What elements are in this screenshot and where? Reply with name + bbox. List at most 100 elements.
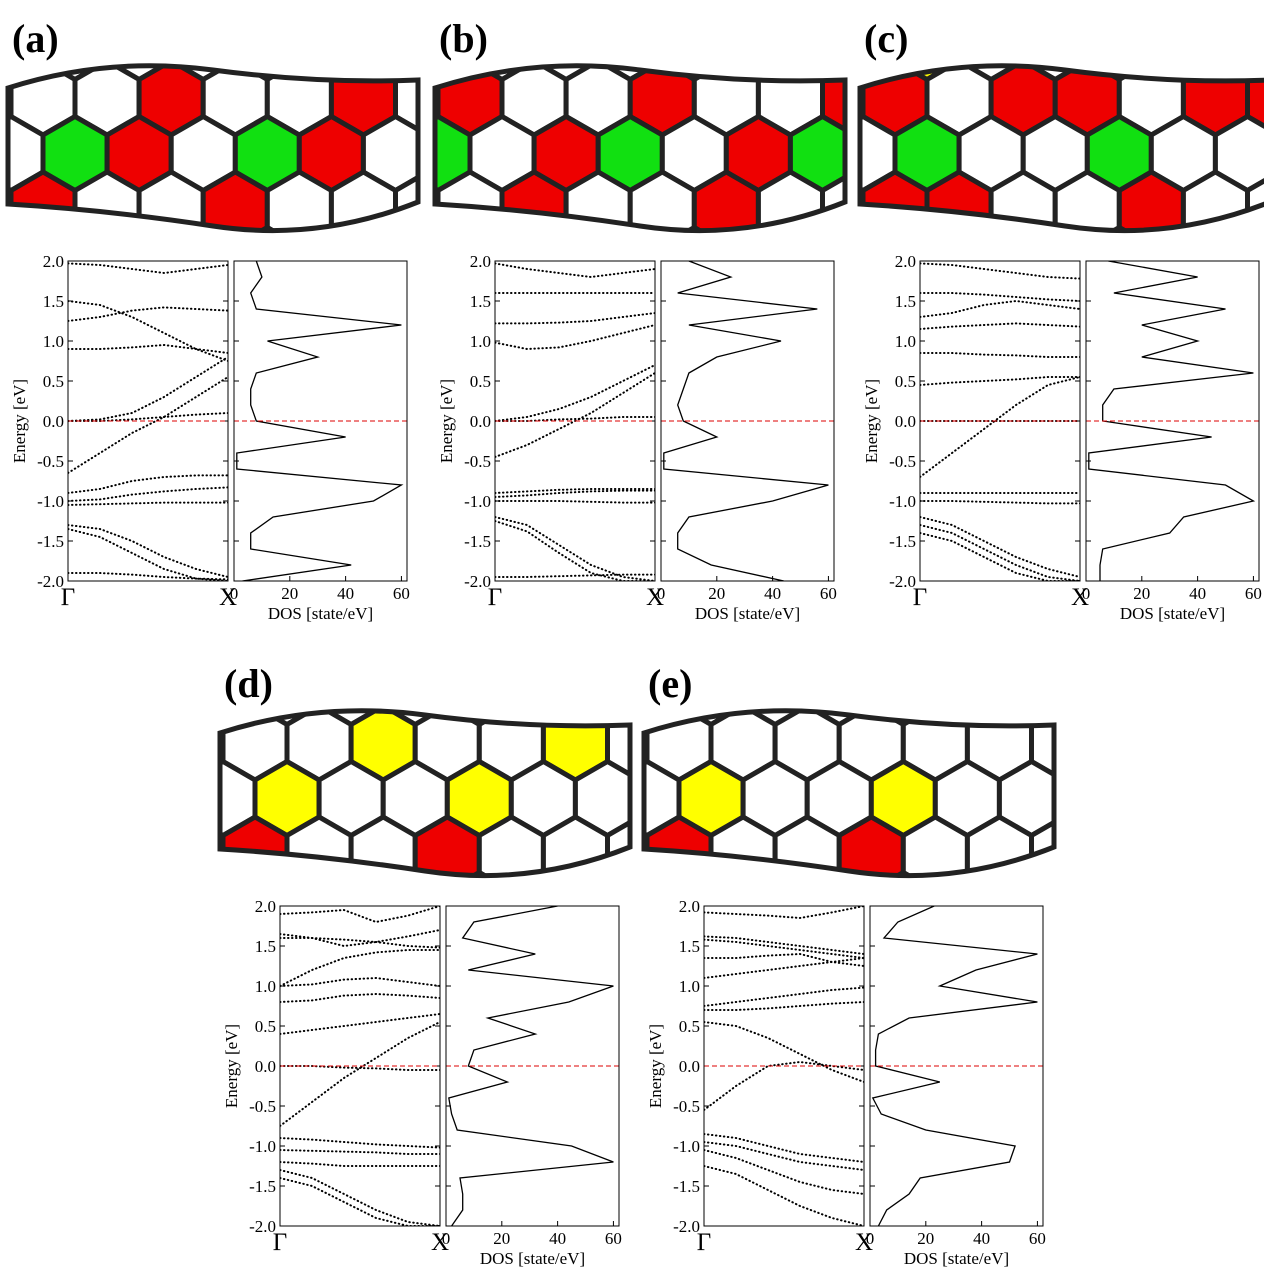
y-tick-label: -1.5	[464, 532, 491, 551]
ring	[790, 6, 854, 80]
dos-axis-title: DOS [state/eV]	[904, 1249, 1009, 1268]
dos-tick-label: 60	[1245, 584, 1262, 603]
y-tick-label: -0.5	[37, 452, 64, 471]
ring	[775, 817, 839, 891]
ring	[630, 172, 694, 246]
y-axis-title: Energy [eV]	[437, 379, 456, 463]
y-tick-label: 2.0	[255, 897, 276, 916]
ring	[363, 6, 427, 80]
structure	[551, 651, 1192, 947]
ring	[726, 228, 790, 302]
y-tick-label: 0.5	[255, 1017, 276, 1036]
ring	[1087, 6, 1151, 80]
band	[68, 503, 228, 505]
ring	[959, 228, 1023, 302]
ring	[511, 873, 575, 947]
dos-tick-label: 40	[337, 584, 354, 603]
ring	[758, 172, 822, 246]
k-label: Γ	[488, 584, 502, 611]
y-tick-label: 1.5	[679, 937, 700, 956]
band	[280, 1170, 440, 1226]
y-tick-label: 1.0	[895, 332, 916, 351]
y-tick-label: -0.5	[673, 1097, 700, 1116]
band	[920, 377, 1080, 477]
ring	[935, 873, 999, 947]
ring	[967, 817, 1031, 891]
dos-axis-title: DOS [state/eV]	[1120, 604, 1225, 623]
ring	[1119, 172, 1183, 246]
y-tick-label: 0.5	[470, 372, 491, 391]
band	[68, 525, 228, 577]
ring	[1023, 228, 1087, 302]
dos-axis-title: DOS [state/eV]	[480, 1249, 585, 1268]
band	[495, 373, 655, 457]
band	[495, 313, 655, 323]
ring	[1128, 873, 1192, 947]
band	[920, 263, 1080, 278]
bands	[920, 263, 1080, 581]
dos-tick-label: 60	[820, 584, 837, 603]
ring	[1087, 228, 1151, 302]
ring	[191, 873, 255, 947]
ring	[662, 228, 726, 302]
band	[280, 1066, 440, 1070]
ring	[1151, 6, 1215, 80]
y-tick-label: -1.0	[673, 1137, 700, 1156]
ring	[935, 651, 999, 725]
dos-tick-label: 0	[442, 1229, 451, 1248]
dos-tick-label: 20	[493, 1229, 510, 1248]
band	[920, 353, 1080, 357]
ring	[447, 873, 511, 947]
band	[920, 293, 1080, 301]
y-tick-label: -1.5	[673, 1177, 700, 1196]
panel-label: (d)	[224, 661, 273, 706]
y-tick-label: 1.0	[679, 977, 700, 996]
band	[68, 573, 228, 579]
band	[68, 475, 228, 493]
y-tick-label: 1.0	[255, 977, 276, 996]
k-label: Γ	[697, 1229, 711, 1256]
ring	[598, 228, 662, 302]
y-tick-label: 2.0	[470, 252, 491, 271]
ring	[543, 817, 607, 891]
dos-axis-title: DOS [state/eV]	[268, 604, 373, 623]
ring	[1064, 651, 1128, 725]
band	[280, 1022, 440, 1126]
ring	[566, 172, 630, 246]
y-tick-label: -1.0	[249, 1137, 276, 1156]
band	[704, 1062, 864, 1110]
y-axis-title: Energy [eV]	[862, 379, 881, 463]
dos-tick-label: 20	[917, 1229, 934, 1248]
dos-tick-label: 0	[657, 584, 666, 603]
dos-tick-label: 20	[708, 584, 725, 603]
y-tick-label: 1.5	[470, 292, 491, 311]
y-tick-label: -1.5	[249, 1177, 276, 1196]
ring	[1183, 172, 1247, 246]
figure: (a)-2.0-1.5-1.0-0.50.00.51.01.52.0Energy…	[0, 0, 1264, 1274]
bands	[495, 263, 655, 581]
band	[920, 377, 1080, 385]
dos-tick-label: 0	[866, 1229, 875, 1248]
ring	[171, 228, 235, 302]
band	[920, 301, 1080, 317]
ring	[1128, 762, 1192, 836]
ring	[1064, 762, 1128, 836]
y-tick-label: 0.0	[43, 412, 64, 431]
band	[495, 365, 655, 421]
ring	[1096, 706, 1160, 780]
ring	[447, 651, 511, 725]
y-tick-label: 2.0	[895, 252, 916, 271]
y-tick-label: 1.5	[255, 937, 276, 956]
ring	[662, 6, 726, 80]
ring	[1064, 873, 1128, 947]
band	[704, 1022, 864, 1082]
ring	[575, 651, 639, 725]
ring	[790, 228, 854, 302]
ring	[551, 651, 615, 725]
band	[68, 345, 228, 353]
y-tick-label: -1.0	[889, 492, 916, 511]
y-tick-label: 0.0	[895, 412, 916, 431]
y-tick-label: 0.5	[679, 1017, 700, 1036]
band	[280, 1138, 440, 1148]
dos-tick-label: 40	[1189, 584, 1206, 603]
